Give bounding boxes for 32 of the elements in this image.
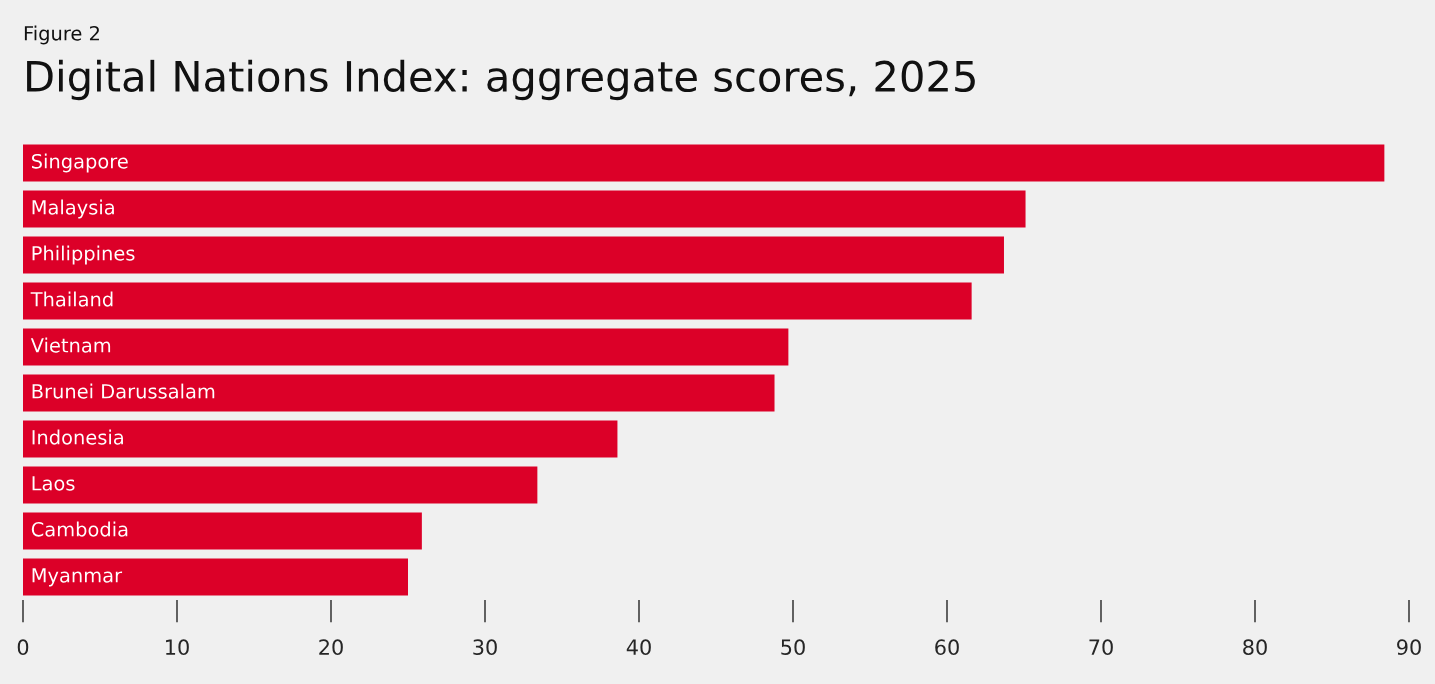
x-tick-label: 90: [1397, 639, 1421, 656]
bar: [23, 558, 408, 596]
x-tick-label: 70: [1089, 639, 1113, 656]
y-tick-label: Laos: [32, 476, 75, 491]
x-tick-label: 20: [319, 639, 343, 656]
x-tick-label: 80: [1243, 639, 1267, 656]
y-tick-label: Thailand: [30, 291, 113, 307]
bar: [23, 328, 789, 366]
bar: [23, 512, 422, 550]
y-tick-label: Malaysia: [32, 199, 114, 219]
bar: [23, 190, 1026, 228]
bar: [23, 374, 775, 412]
chart-title: Digital Nations Index: aggregate scores, 2025: [27, 59, 975, 101]
x-tick-label: 10: [166, 639, 189, 656]
chart-subtitle: Figure 2: [24, 25, 99, 45]
x-tick-label: 50: [781, 639, 805, 656]
y-tick-label: Indonesia: [32, 429, 123, 445]
bar: [23, 236, 1004, 274]
y-tick-label: Brunei Darussalam: [32, 383, 215, 399]
y-tick-label: Vietnam: [30, 337, 111, 353]
x-tick-label: 0: [17, 639, 29, 656]
bar: [23, 466, 538, 504]
bar: [23, 420, 618, 458]
x-tick-label: 60: [935, 639, 959, 656]
y-tick-label: Myanmar: [32, 568, 123, 587]
y-tick-label: Singapore: [31, 153, 128, 173]
y-tick-label: Cambodia: [31, 521, 128, 537]
bar: [23, 282, 972, 320]
bar: [23, 144, 1385, 182]
x-tick-label: 40: [626, 639, 651, 656]
y-tick-label: Philippines: [32, 245, 135, 265]
x-tick-label: 30: [473, 639, 497, 656]
